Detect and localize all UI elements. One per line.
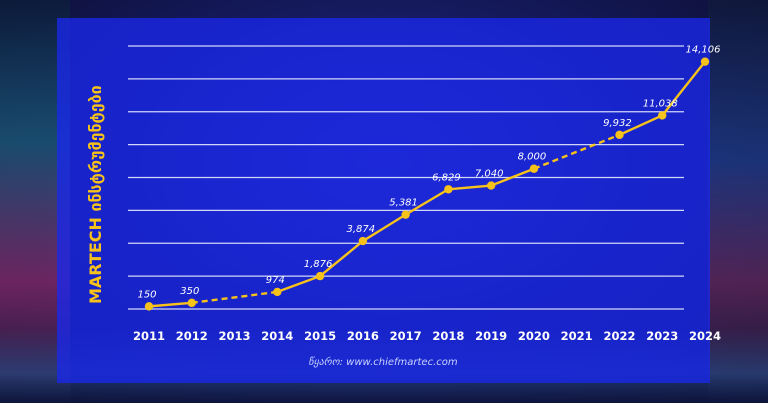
data-point-marker — [700, 57, 710, 66]
chart-data-markers — [144, 57, 710, 311]
data-point-marker — [615, 130, 624, 140]
data-point-marker — [273, 287, 282, 297]
x-tick-label: 2021 — [561, 329, 593, 343]
series-line-segment — [533, 133, 620, 170]
x-tick-label: 2019 — [475, 329, 507, 343]
x-tick-label: 2012 — [176, 329, 208, 343]
x-tick-label: 2023 — [646, 329, 678, 343]
data-point-label: 974 — [266, 275, 285, 286]
data-point-marker — [658, 111, 667, 120]
series-line-segment — [362, 213, 407, 243]
x-tick-label: 2020 — [518, 329, 550, 343]
data-point-label: 7,040 — [475, 169, 504, 180]
series-line-segment — [276, 274, 321, 294]
data-point-label: 5,381 — [389, 198, 418, 209]
data-point-marker — [401, 210, 410, 219]
x-tick-label: 2022 — [603, 329, 635, 343]
data-point-marker — [144, 302, 154, 311]
y-axis-label: MARTECH ინსტრუმენტები — [86, 85, 105, 304]
data-point-label: 8,000 — [518, 152, 547, 163]
data-point-label: 9,932 — [603, 118, 632, 129]
data-point-marker — [187, 298, 196, 308]
data-point-label: 350 — [180, 286, 199, 297]
series-line-segment — [405, 188, 449, 216]
series-line-segment — [618, 114, 663, 136]
series-line-segment — [319, 240, 364, 278]
data-point-label: 3,874 — [347, 224, 376, 235]
chart-x-axis-ticks: 2011 2012 2013 2014 2015 2016 2017 2018 2019 2020… — [133, 329, 721, 343]
data-point-marker — [444, 185, 453, 194]
data-point-label: 150 — [137, 289, 156, 300]
x-tick-label: 2017 — [390, 329, 422, 343]
chart-series-lines — [148, 60, 706, 308]
series-line-segment — [148, 301, 192, 308]
x-tick-label: 2024 — [689, 329, 721, 343]
series-line-segment — [661, 60, 706, 117]
data-point-label: 1,876 — [304, 259, 333, 270]
data-point-label: 11,038 — [643, 98, 678, 109]
series-line-segment — [448, 184, 492, 191]
series-line-segment — [490, 167, 535, 187]
data-point-label: 6,829 — [432, 172, 461, 183]
x-tick-label: 2013 — [219, 329, 251, 343]
x-tick-label: 2018 — [432, 329, 464, 343]
data-point-marker — [315, 271, 325, 281]
x-tick-label: 2011 — [133, 329, 165, 343]
chart-data-labels: 150 350 974 1,876 3,874 5,381 6,829 7,040 8,000 9… — [137, 45, 720, 301]
x-tick-label: 2016 — [347, 329, 379, 343]
source-note: წყარო: www.chiefmartec.com — [308, 356, 458, 368]
data-point-marker — [529, 164, 539, 173]
x-tick-label: 2015 — [304, 329, 336, 343]
x-tick-label: 2014 — [261, 329, 293, 343]
chart-gridlines — [128, 45, 684, 310]
series-line-segment — [191, 290, 278, 305]
data-point-marker — [358, 236, 368, 246]
data-point-marker — [486, 181, 496, 190]
data-point-label: 14,106 — [686, 45, 721, 56]
